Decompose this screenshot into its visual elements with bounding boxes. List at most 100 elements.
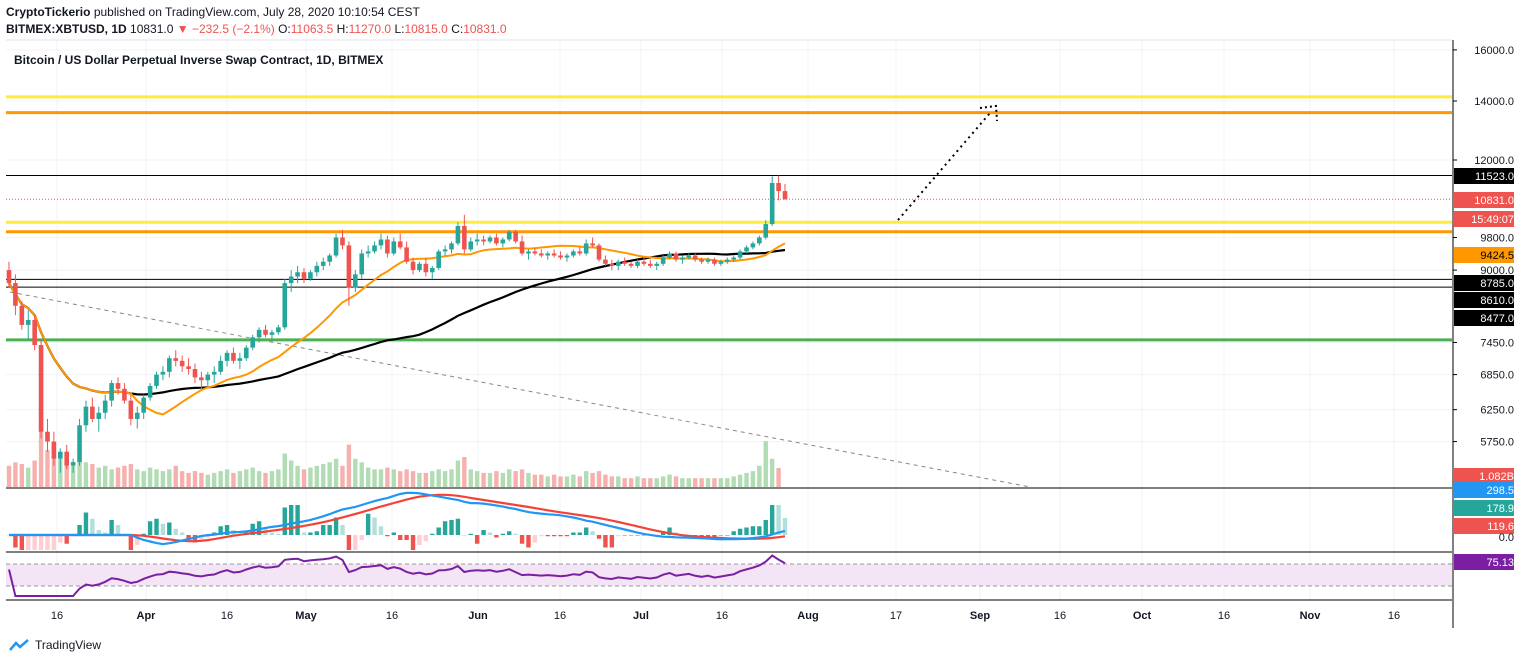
candle-body: [455, 225, 461, 244]
volume-bar: [564, 476, 570, 487]
volume-bar: [128, 464, 134, 487]
volume-bar: [333, 458, 339, 487]
candle-body: [654, 263, 660, 266]
price-tick-label: 6250.0: [1480, 405, 1514, 417]
author-name[interactable]: CryptoTickerio: [6, 5, 91, 19]
volume-bar: [571, 474, 576, 487]
candle-body: [397, 241, 403, 248]
candle-body: [660, 257, 666, 264]
candle: [90, 397, 95, 423]
macd-histogram-bar: [667, 527, 672, 535]
candle-body: [628, 263, 634, 266]
candle: [70, 458, 76, 473]
volume-bar: [776, 467, 781, 487]
candle: [83, 400, 89, 432]
candle: [134, 406, 140, 429]
macd-histogram-bar: [109, 520, 114, 535]
candle: [654, 261, 660, 271]
macd-histogram-bar: [327, 525, 332, 535]
candle: [500, 237, 506, 248]
candle: [744, 245, 749, 254]
x-tick-label: 16: [554, 610, 566, 622]
x-tick-label: 16: [51, 610, 63, 622]
candle: [179, 355, 185, 372]
x-tick-label: Nov: [1300, 610, 1322, 622]
macd-histogram-bar: [90, 518, 95, 535]
macd-histogram-bar: [757, 526, 762, 535]
volume-bar: [263, 472, 268, 487]
macd-histogram-bar: [494, 535, 499, 538]
candle-body: [712, 259, 717, 264]
candle-body: [648, 263, 653, 266]
macd-histogram-bar: [462, 535, 467, 536]
candle: [635, 259, 640, 268]
candle: [596, 243, 602, 262]
macd-histogram-bar: [616, 535, 621, 537]
macd-histogram-bar: [410, 535, 416, 550]
macd-histogram-bar: [218, 526, 223, 535]
volume-bar: [288, 460, 294, 487]
candle-body: [231, 352, 236, 361]
macd-histogram-bar: [596, 535, 602, 539]
candle-body: [205, 374, 211, 381]
price-tick-label: 12000.0: [1474, 155, 1514, 167]
candle-body: [186, 366, 191, 370]
x-tick-label: 17: [890, 610, 902, 622]
volume-bar: [147, 467, 153, 487]
tradingview-footer[interactable]: TradingView: [8, 638, 101, 652]
candle-body: [782, 191, 788, 200]
candle: [333, 233, 339, 258]
macd-histogram-bar: [160, 523, 166, 535]
macd-histogram-bar: [417, 535, 422, 545]
ma-slow-line: [8, 248, 786, 396]
candle: [224, 350, 230, 367]
candle-body: [429, 267, 435, 273]
macd-histogram-bar: [603, 535, 608, 548]
macd-histogram-bar: [173, 528, 178, 535]
macd-histogram-bar: [167, 522, 172, 535]
x-tick-label: 16: [1054, 610, 1066, 622]
candle-body: [731, 257, 736, 260]
candle-body: [763, 224, 769, 238]
macd-histogram-bar: [353, 535, 358, 550]
volume-bar: [308, 467, 313, 487]
macd-histogram-bar: [141, 533, 146, 535]
candle: [96, 406, 102, 432]
candle: [102, 394, 108, 419]
volume-bar: [519, 469, 525, 487]
macd-line: [9, 491, 786, 546]
candle-body: [615, 261, 621, 266]
candle: [769, 176, 775, 226]
candle-body: [256, 329, 262, 338]
x-tick-label: 16: [1218, 610, 1230, 622]
candle-body: [468, 241, 474, 250]
macd-histogram-bar: [481, 530, 486, 535]
volume-bar: [680, 478, 685, 487]
volume-bar: [70, 465, 76, 487]
candle: [583, 239, 589, 256]
price-badge: 11523.0: [1454, 168, 1514, 184]
macd-histogram-bar: [436, 527, 441, 535]
candle: [513, 229, 518, 244]
candle-body: [160, 371, 166, 375]
macd-histogram-bar: [115, 525, 121, 535]
volume-bar: [51, 455, 57, 487]
candle-body: [474, 239, 480, 242]
x-tick-label: May: [295, 610, 317, 622]
candle-body: [64, 451, 70, 466]
volume-bar: [590, 472, 595, 487]
macd-histogram-bar: [737, 528, 743, 535]
x-tick-label: 16: [716, 610, 728, 622]
volume-bar: [648, 478, 653, 487]
volume-bar: [558, 476, 563, 487]
volume-bar: [545, 476, 550, 487]
volume-bar: [526, 472, 531, 487]
candle: [487, 235, 493, 244]
candle-body: [96, 412, 102, 419]
macd-histogram-bar: [135, 535, 140, 545]
volume-bar: [250, 467, 255, 487]
volume-bar: [404, 469, 409, 487]
candle-body: [686, 255, 692, 258]
price-tick-label: 5750.0: [1480, 437, 1514, 449]
